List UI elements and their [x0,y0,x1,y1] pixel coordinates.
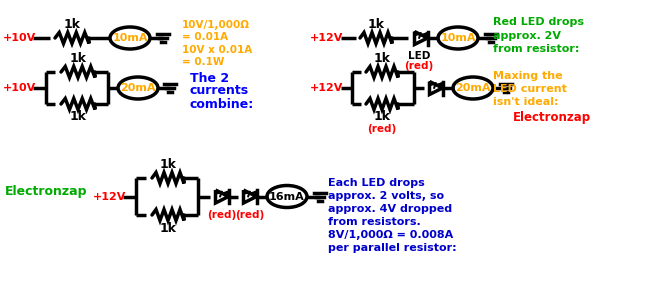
Text: (red): (red) [235,209,264,220]
Text: +10V: +10V [3,33,36,43]
Text: (red): (red) [404,61,434,71]
Text: approx. 2 volts, so: approx. 2 volts, so [328,191,444,201]
Text: 10V/1,000Ω: 10V/1,000Ω [182,20,250,30]
Text: = 0.01A: = 0.01A [182,32,228,42]
Text: 1k: 1k [368,18,384,31]
Text: currents: currents [190,85,249,98]
Text: LED: LED [408,51,430,61]
Text: 16mA: 16mA [269,192,305,201]
Text: 1k: 1k [374,52,390,65]
Text: 1k: 1k [159,222,176,235]
Text: +12V: +12V [93,192,127,201]
Text: 1k: 1k [69,110,87,123]
Text: combine:: combine: [190,98,254,110]
Text: 10mA: 10mA [113,33,148,43]
Text: +12V: +12V [310,83,344,93]
Text: (red): (red) [207,209,236,220]
Text: 1k: 1k [69,52,87,65]
Text: from resistor:: from resistor: [493,44,579,54]
Text: 20mA: 20mA [456,83,491,93]
Text: 1k: 1k [159,158,176,170]
Text: from resistors.: from resistors. [328,217,421,227]
Text: The 2: The 2 [190,72,229,85]
Text: Maxing the: Maxing the [493,71,563,81]
Text: isn't ideal:: isn't ideal: [493,97,559,107]
Text: 1k: 1k [374,110,390,123]
Text: 8V/1,000Ω = 0.008A: 8V/1,000Ω = 0.008A [328,230,454,240]
Text: 1k: 1k [63,18,81,31]
Text: +12V: +12V [310,33,344,43]
Text: 10mA: 10mA [440,33,476,43]
Text: (red): (red) [368,124,397,134]
Text: = 0.1W: = 0.1W [182,57,224,67]
Text: Each LED drops: Each LED drops [328,178,425,188]
Text: LED current: LED current [493,84,567,94]
Text: 10V x 0.01A: 10V x 0.01A [182,45,252,55]
Text: approx. 4V dropped: approx. 4V dropped [328,204,452,214]
Text: Red LED drops: Red LED drops [493,17,584,27]
Text: Electronzap: Electronzap [5,185,87,198]
Text: per parallel resistor:: per parallel resistor: [328,243,457,253]
Text: +10V: +10V [3,83,36,93]
Text: Electronzap: Electronzap [513,112,591,125]
Text: 20mA: 20mA [121,83,156,93]
Text: approx. 2V: approx. 2V [493,31,561,41]
